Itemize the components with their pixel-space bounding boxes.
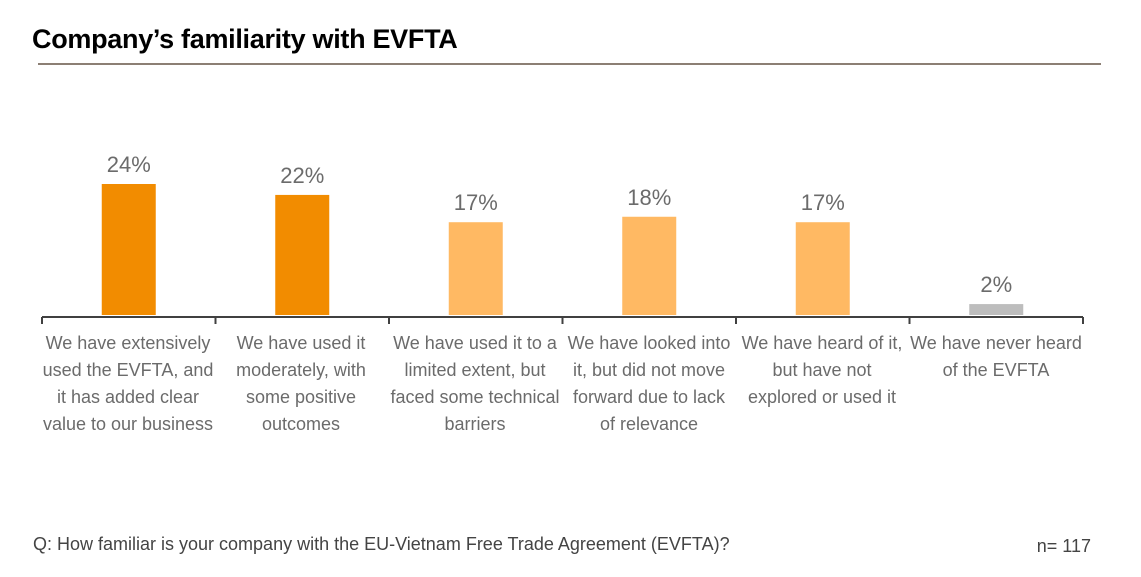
data-label-5: 17% [801, 190, 845, 215]
data-label-2: 22% [280, 163, 324, 188]
sample-size: n= 117 [1036, 536, 1091, 556]
bar-4 [622, 216, 677, 315]
data-label-1: 24% [107, 152, 151, 177]
chart-title: Company’s familiarity with EVFTA [32, 24, 458, 54]
bar-5 [795, 222, 850, 315]
bar-1 [101, 184, 156, 315]
data-label-4: 18% [627, 185, 671, 210]
data-label-3: 17% [454, 190, 498, 215]
category-label-2: We have used it moderately, with some po… [236, 333, 366, 434]
category-label-1: We have extensively used the EVFTA, and … [42, 333, 214, 434]
data-label-6: 2% [980, 272, 1012, 297]
bar-2 [275, 194, 330, 315]
category-label-6: We have never heard of the EVFTA [910, 333, 1082, 380]
title-divider [38, 63, 1101, 65]
bar-6 [969, 304, 1024, 315]
bar-3 [448, 222, 503, 315]
category-label-5: We have heard of it, but have not explor… [741, 333, 903, 407]
category-label-4: We have looked into it, but did not move… [567, 333, 731, 434]
category-label-3: We have used it to a limited extent, but… [390, 333, 560, 434]
survey-question: Q: How familiar is your company with the… [33, 534, 730, 554]
